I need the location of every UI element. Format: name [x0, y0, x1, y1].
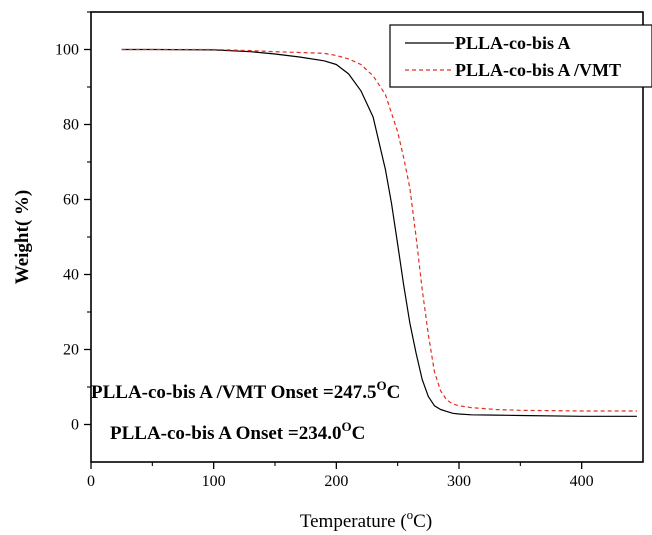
series-line-1 — [121, 48, 637, 412]
y-tick-label: 60 — [63, 192, 79, 209]
legend-label-series-1: PLLA-co-bis A /VMT — [455, 60, 621, 80]
y-tick-label: 0 — [71, 417, 79, 434]
annotation-plla-onset-unit: C — [352, 423, 366, 444]
y-tick-label: 20 — [63, 342, 79, 359]
series-layer — [121, 48, 637, 417]
legend: PLLA-co-bis A PLLA-co-bis A /VMT — [389, 24, 652, 88]
annotation-vmt-onset-sup: O — [376, 378, 386, 393]
x-axis: 0 100 200 300 400 — [87, 462, 594, 490]
x-tick-label: 0 — [87, 473, 95, 490]
x-axis-title-sup: o — [407, 507, 414, 522]
series-line-0 — [121, 48, 637, 417]
legend-box — [389, 24, 652, 88]
legend-label-series-0: PLLA-co-bis A — [455, 33, 571, 53]
x-tick-label: 300 — [447, 473, 471, 490]
annotation-plla-onset-label: PLLA-co-bis A Onset =234.0 — [110, 423, 341, 444]
annotation-vmt-onset: PLLA-co-bis A /VMT Onset =247.5OC — [91, 378, 400, 403]
y-tick-label: 40 — [63, 267, 79, 284]
y-tick-label: 80 — [63, 117, 79, 134]
x-axis-title-unit: C) — [413, 511, 432, 532]
x-tick-label: 200 — [324, 473, 348, 490]
x-tick-label: 400 — [570, 473, 594, 490]
y-axis: 0 20 40 60 80 100 — [55, 11, 91, 434]
annotation-plla-onset-sup: O — [341, 419, 351, 434]
y-axis-title: Weight( %) — [12, 190, 33, 284]
x-axis-title-text: Temperature ( — [300, 511, 407, 532]
x-axis-title: Temperature (oC) — [300, 507, 432, 532]
annotation-vmt-onset-unit: C — [387, 382, 401, 403]
annotation-vmt-onset-label: PLLA-co-bis A /VMT Onset =247.5 — [91, 382, 376, 403]
annotation-plla-onset: PLLA-co-bis A Onset =234.0OC — [110, 419, 365, 444]
x-tick-label: 100 — [202, 473, 226, 490]
y-tick-label: 100 — [55, 42, 79, 59]
